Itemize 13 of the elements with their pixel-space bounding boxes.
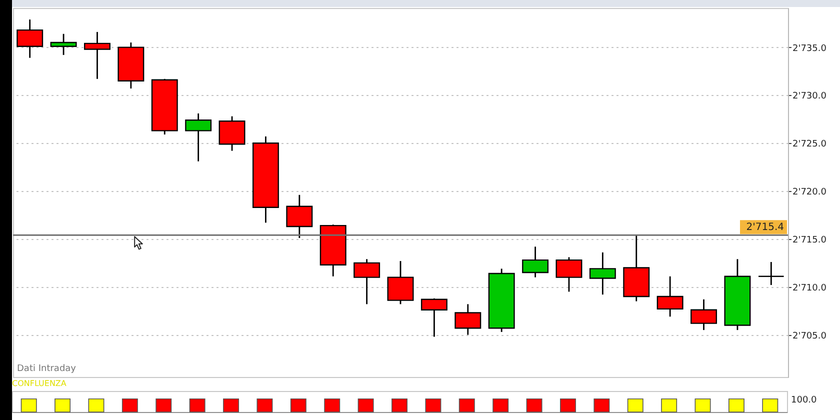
chart-title: CONFLUENZA — [12, 379, 67, 388]
y-tick-label: 2'710.0 — [792, 283, 827, 294]
y-tick-label: 2'715.0 — [792, 235, 827, 246]
text: 100.0 — [791, 395, 818, 406]
y-tick-label: 2'705.0 — [792, 331, 827, 342]
candlestick — [84, 31, 110, 80]
candlestick — [758, 261, 784, 286]
ref-line-label: 2'715.4 — [746, 222, 784, 234]
y-tick-label: 2'730.0 — [792, 92, 827, 102]
annotation: Dati Intraday — [17, 364, 77, 374]
y-tick-label: 2'735.0 — [792, 44, 827, 54]
y-tick-label: 2'720.0 — [792, 188, 827, 198]
y-tick-label: 2'725.0 — [792, 140, 827, 150]
